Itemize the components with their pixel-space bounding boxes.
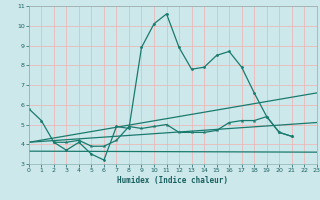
X-axis label: Humidex (Indice chaleur): Humidex (Indice chaleur) — [117, 176, 228, 185]
